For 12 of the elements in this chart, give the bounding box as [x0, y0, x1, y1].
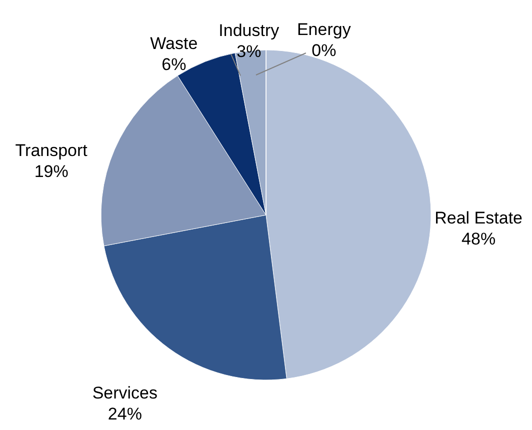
data-label: 48% [462, 229, 496, 248]
slice-label: Services [92, 384, 158, 403]
data-label: 19% [34, 162, 68, 182]
slice-label: Waste [150, 34, 198, 54]
data-label: 3% [236, 42, 262, 61]
slice-label: Transport [15, 141, 88, 160]
category-label: Energy [296, 20, 351, 39]
slice-label: Industry [218, 20, 280, 40]
slice-label: Real Estate [434, 208, 523, 228]
data-label: 24% [108, 404, 142, 424]
text: 0% [312, 41, 336, 60]
data-label: 6% [162, 55, 186, 74]
